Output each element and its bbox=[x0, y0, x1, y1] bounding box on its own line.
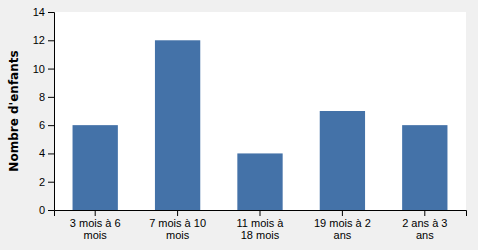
x-tick-label-line: 19 mois à 2 bbox=[314, 217, 371, 229]
chart-svg: 3 mois à 6mois7 mois à 10mois11 mois à18… bbox=[0, 0, 478, 250]
y-tick-label: 14 bbox=[33, 6, 45, 18]
x-tick-label-line: 2 ans à 3 bbox=[402, 217, 447, 229]
bars bbox=[73, 40, 448, 210]
y-tick-label: 10 bbox=[33, 63, 45, 75]
x-tick-label-line: mois bbox=[84, 229, 108, 241]
x-tick-label: 19 mois à 2ans bbox=[314, 217, 371, 242]
x-tick-label-line: 18 mois bbox=[241, 229, 280, 241]
x-tick-label: 2 ans à 3ans bbox=[402, 217, 447, 242]
x-tick-mark bbox=[342, 210, 343, 216]
chart-container: 3 mois à 6mois7 mois à 10mois11 mois à18… bbox=[0, 0, 478, 250]
y-tick-mark bbox=[48, 69, 54, 70]
y-tick-mark bbox=[48, 12, 54, 13]
y-tick-mark bbox=[48, 40, 54, 41]
y-tick: 2 bbox=[39, 176, 54, 188]
x-tick-mark bbox=[177, 210, 178, 216]
y-tick: 0 bbox=[39, 204, 54, 216]
bar bbox=[237, 153, 282, 210]
x-tick-mark bbox=[260, 210, 261, 216]
y-tick-mark bbox=[48, 153, 54, 154]
x-tick-label-line: mois bbox=[166, 229, 190, 241]
x-tick: 3 mois à 6mois bbox=[70, 210, 121, 241]
bar bbox=[73, 125, 118, 210]
y-tick-mark bbox=[48, 210, 54, 211]
y-tick-label: 4 bbox=[39, 147, 45, 159]
x-tick: 11 mois à18 mois bbox=[237, 210, 285, 241]
x-tick: 7 mois à 10mois bbox=[149, 210, 206, 241]
y-tick-mark bbox=[48, 182, 54, 183]
x-tick-mark bbox=[424, 210, 425, 216]
x-tick-label: 7 mois à 10mois bbox=[149, 217, 206, 242]
y-axis-line bbox=[48, 13, 55, 211]
x-tick-label-line: ans bbox=[416, 229, 434, 241]
y-tick: 12 bbox=[33, 34, 54, 46]
y-tick: 10 bbox=[33, 63, 54, 75]
x-tick: 2 ans à 3ans bbox=[402, 210, 447, 241]
y-tick-label: 8 bbox=[39, 91, 45, 103]
y-axis: 0 2 4 6 8 10 12 14 bbox=[33, 6, 55, 216]
bar bbox=[155, 40, 200, 210]
y-axis-title: Nombre d'enfants bbox=[7, 50, 21, 171]
y-tick: 8 bbox=[39, 91, 54, 103]
x-axis-line bbox=[55, 211, 467, 217]
y-tick-mark bbox=[48, 125, 54, 126]
y-tick: 4 bbox=[39, 147, 54, 159]
x-tick-label-line: ans bbox=[334, 229, 352, 241]
y-tick-label: 12 bbox=[33, 34, 45, 46]
plot: 3 mois à 6mois7 mois à 10mois11 mois à18… bbox=[33, 6, 467, 241]
bar bbox=[320, 111, 365, 210]
y-tick-label: 0 bbox=[39, 204, 45, 216]
bar bbox=[402, 125, 447, 210]
y-tick-mark bbox=[48, 97, 54, 98]
x-axis: 3 mois à 6mois7 mois à 10mois11 mois à18… bbox=[55, 210, 467, 241]
y-tick: 6 bbox=[39, 119, 54, 131]
plot-background bbox=[54, 12, 466, 210]
y-tick: 14 bbox=[33, 6, 54, 18]
y-tick-label: 2 bbox=[39, 176, 45, 188]
x-tick-label-line: 7 mois à 10 bbox=[149, 217, 206, 229]
x-tick-label: 3 mois à 6mois bbox=[70, 217, 121, 242]
x-tick-label-line: 11 mois à bbox=[237, 217, 285, 229]
x-tick-mark bbox=[95, 210, 96, 216]
x-tick-label-line: 3 mois à 6 bbox=[70, 217, 121, 229]
x-tick-label: 11 mois à18 mois bbox=[237, 217, 285, 242]
x-tick: 19 mois à 2ans bbox=[314, 210, 371, 241]
y-tick-label: 6 bbox=[39, 119, 45, 131]
